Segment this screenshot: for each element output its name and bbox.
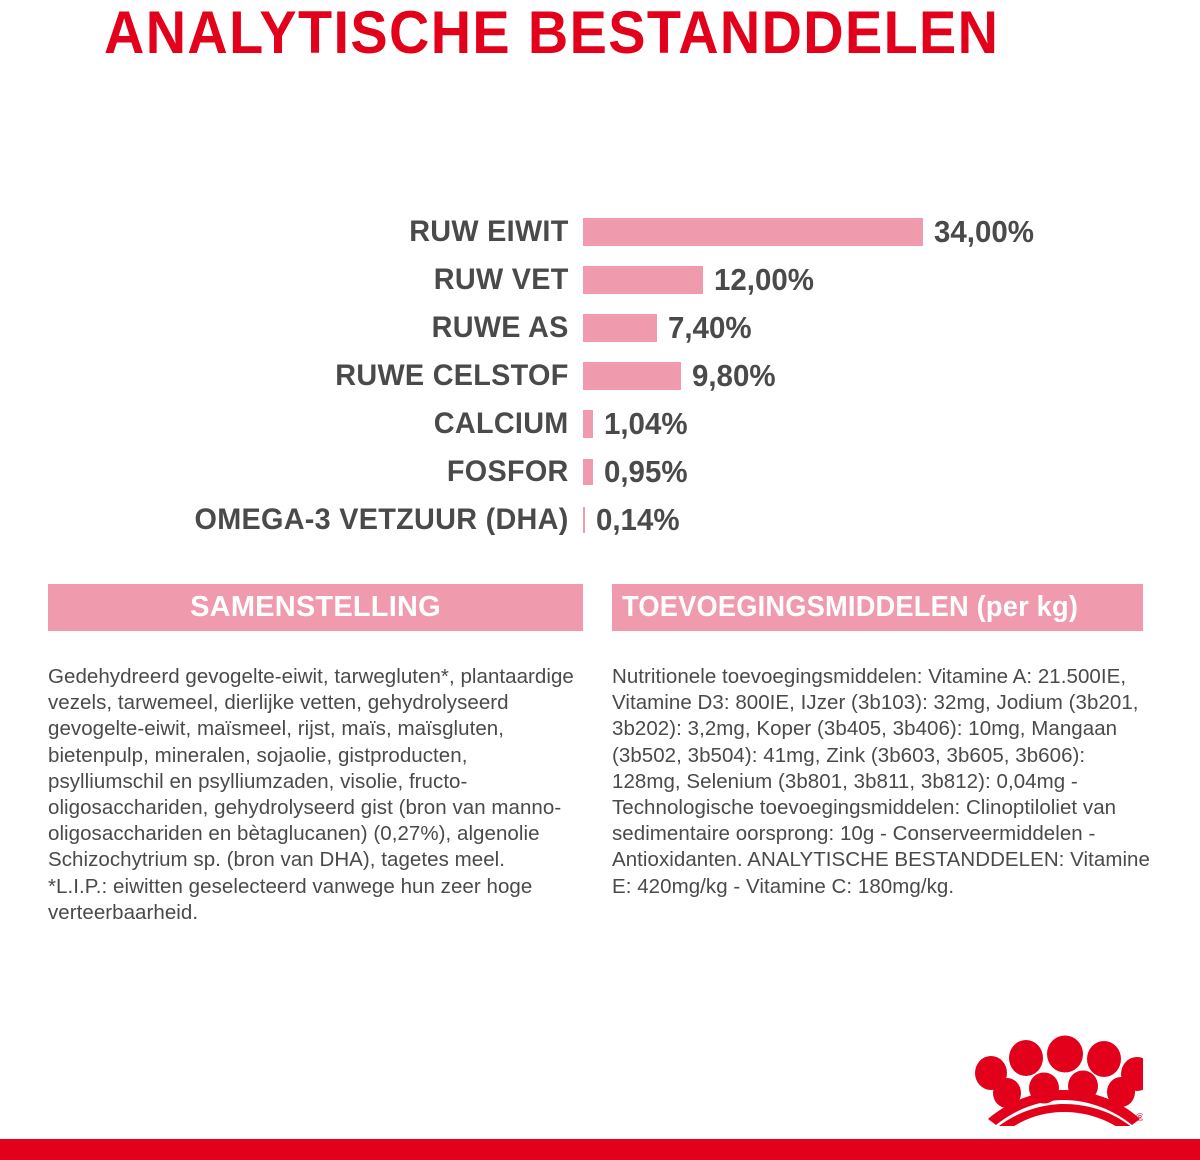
chart-row: RUW VET 12,00%	[0, 256, 1200, 304]
additives-paragraph: Nutritionele toevoegingsmiddelen: Vitami…	[612, 665, 1150, 898]
crown-arc-upper	[988, 1090, 1140, 1125]
crown-arc-lower	[999, 1104, 1131, 1126]
bar-label: OMEGA-3 VETZUUR (DHA)	[194, 503, 569, 536]
bar-track: 0,95%	[583, 454, 1200, 490]
bar-track: 12,00%	[583, 262, 1200, 298]
bar-value: 0,14%	[596, 502, 680, 537]
additives-column: Nutritionele toevoegingsmiddelen: Vitami…	[612, 664, 1152, 900]
bar-label: CALCIUM	[433, 407, 569, 440]
chart-row: RUW EIWIT 34,00%	[0, 208, 1200, 256]
page-title: ANALYTISCHE BESTANDDELEN	[104, 0, 1000, 66]
composition-column: Gedehydreerd gevogelte-eiwit, tarweglute…	[48, 664, 588, 926]
bar-track: 34,00%	[583, 214, 1200, 250]
registered-mark: ®	[1136, 1112, 1143, 1124]
composition-paragraph: Gedehydreerd gevogelte-eiwit, tarweglute…	[48, 665, 574, 872]
chart-row: RUWE CELSTOF 9,80%	[0, 352, 1200, 400]
bar-fill	[583, 266, 703, 294]
bar-fill	[583, 410, 594, 438]
bar-track: 7,40%	[583, 310, 1200, 346]
composition-footnote: *L.I.P.: eiwitten geselecteerd vanwege h…	[48, 874, 533, 924]
section-heading-toevoegingsmiddelen: TOEVOEGINGSMIDDELEN (per kg)	[612, 584, 1143, 631]
crown-dot-top-3	[1047, 1035, 1083, 1073]
chart-row: CALCIUM 1,04%	[0, 400, 1200, 448]
crown-dot-low-1	[993, 1078, 1021, 1108]
bar-value: 34,00%	[934, 214, 1034, 249]
bar-fill	[583, 507, 585, 533]
bar-value: 1,04%	[604, 406, 688, 441]
bar-track: 9,80%	[583, 358, 1200, 394]
royal-canin-crown-logo: ®	[968, 1026, 1143, 1126]
crown-dot-mid-3	[1107, 1077, 1135, 1107]
bar-value: 7,40%	[668, 310, 752, 345]
bar-value: 12,00%	[714, 262, 814, 297]
footer-red-bar	[0, 1139, 1200, 1160]
crown-dot-top-4	[1087, 1041, 1121, 1077]
bar-fill	[583, 459, 593, 485]
chart-row: RUWE AS 7,40%	[0, 304, 1200, 352]
bar-label: RUWE CELSTOF	[335, 359, 569, 392]
bar-value: 9,80%	[692, 358, 776, 393]
crown-dot-top-2	[1009, 1040, 1043, 1076]
bar-label: RUWE AS	[431, 311, 569, 344]
bar-fill	[583, 362, 681, 390]
bar-track: 1,04%	[583, 406, 1200, 442]
chart-row: OMEGA-3 VETZUUR (DHA) 0,14%	[0, 496, 1200, 544]
bar-label: RUW EIWIT	[409, 215, 569, 248]
bar-fill	[583, 314, 657, 342]
bar-track: 0,14%	[583, 502, 1200, 538]
bar-fill	[583, 218, 923, 246]
chart-row: FOSFOR 0,95%	[0, 448, 1200, 496]
section-heading-text: TOEVOEGINGSMIDDELEN (per kg)	[622, 591, 1079, 623]
bar-label: FOSFOR	[446, 455, 569, 488]
bar-label: RUW VET	[433, 263, 569, 296]
analytical-constituents-chart: RUW EIWIT 34,00% RUW VET 12,00% RUWE AS …	[0, 208, 1200, 544]
section-heading-samenstelling: SAMENSTELLING	[48, 584, 583, 631]
bar-value: 0,95%	[603, 454, 688, 489]
